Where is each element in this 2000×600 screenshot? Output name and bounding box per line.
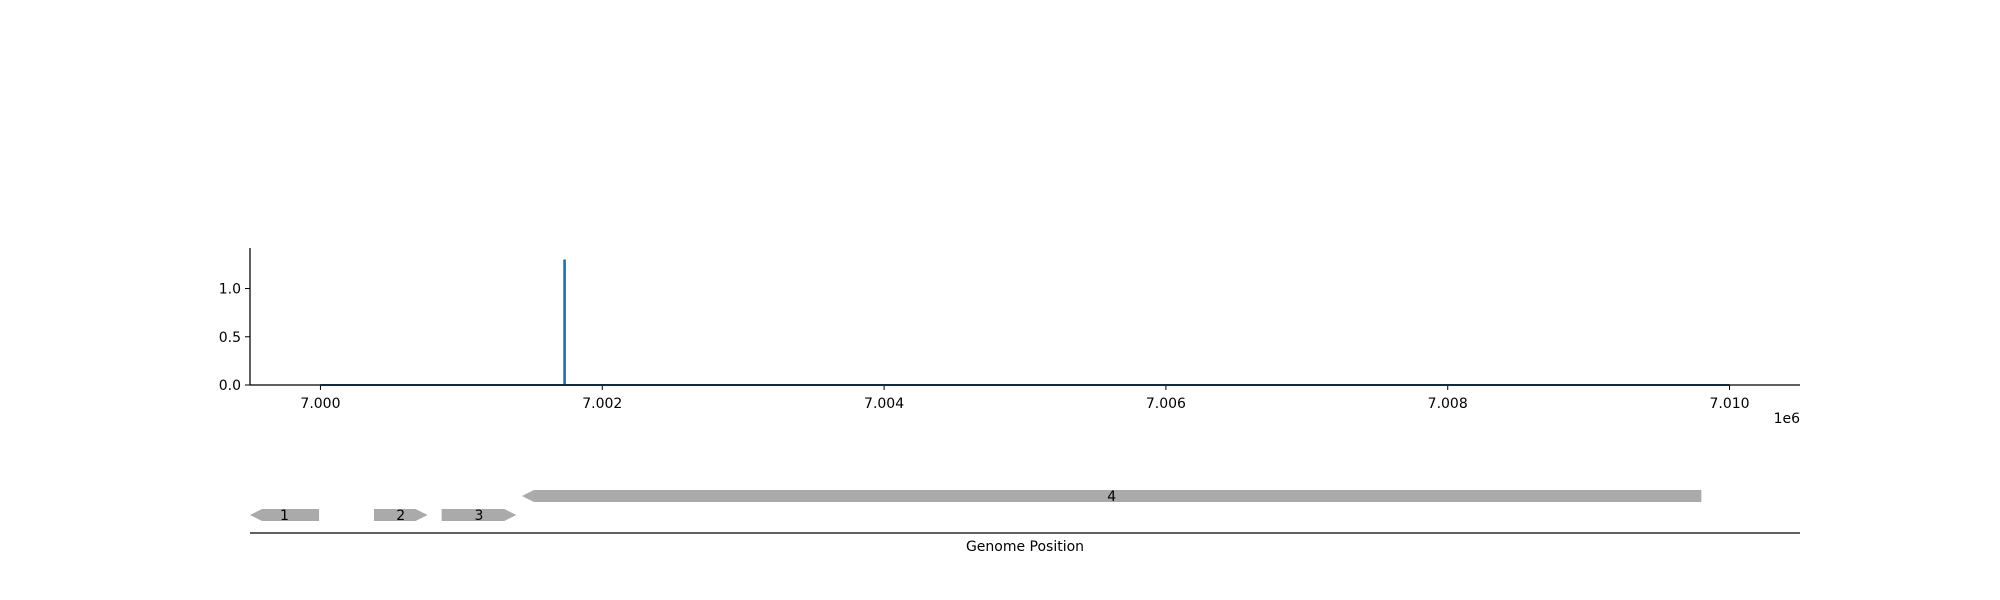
x-axis-offset-label: 1e6 [1774, 411, 1801, 427]
x-tick-label: 7.006 [1146, 396, 1186, 412]
gene-feature: 1 [250, 508, 320, 524]
y-tick-label: 0.5 [219, 330, 241, 346]
y-axis-ticks: 0.0 0.5 1.0 [219, 282, 250, 394]
gene-arrow [521, 490, 1702, 502]
gene-arrow [374, 509, 428, 521]
x-tick-label: 7.004 [864, 396, 904, 412]
gene-arrow [250, 509, 320, 521]
series-layer [320, 259, 1730, 386]
gene-label: 2 [396, 508, 405, 524]
track-x-axis-label: Genome Position [966, 539, 1084, 555]
gene-arrow [441, 509, 517, 521]
x-tick-label: 7.008 [1428, 396, 1468, 412]
gene-feature: 4 [521, 489, 1702, 505]
gene-label: 4 [1107, 489, 1116, 505]
y-tick-label: 1.0 [219, 282, 241, 298]
x-tick-label: 7.002 [582, 396, 622, 412]
gene-feature: 2 [374, 508, 428, 524]
gene-track: 1 2 3 4 Genome Position [250, 489, 1800, 555]
x-tick-label: 7.000 [300, 396, 340, 412]
signal-plot: 0.0 0.5 1.0 7.000 7.002 7.004 7.006 7.008 7.010… [219, 248, 1800, 427]
gene-feature: 3 [441, 508, 517, 524]
x-tick-label: 7.010 [1709, 396, 1749, 412]
x-axis-ticks: 7.000 7.002 7.004 7.006 7.008 7.010 [300, 385, 1750, 412]
gene-label: 1 [280, 508, 289, 524]
gene-features: 1 2 3 4 [250, 489, 1702, 524]
gene-label: 3 [475, 508, 484, 524]
signal-series-line [320, 259, 1730, 386]
y-tick-label: 0.0 [219, 378, 241, 394]
